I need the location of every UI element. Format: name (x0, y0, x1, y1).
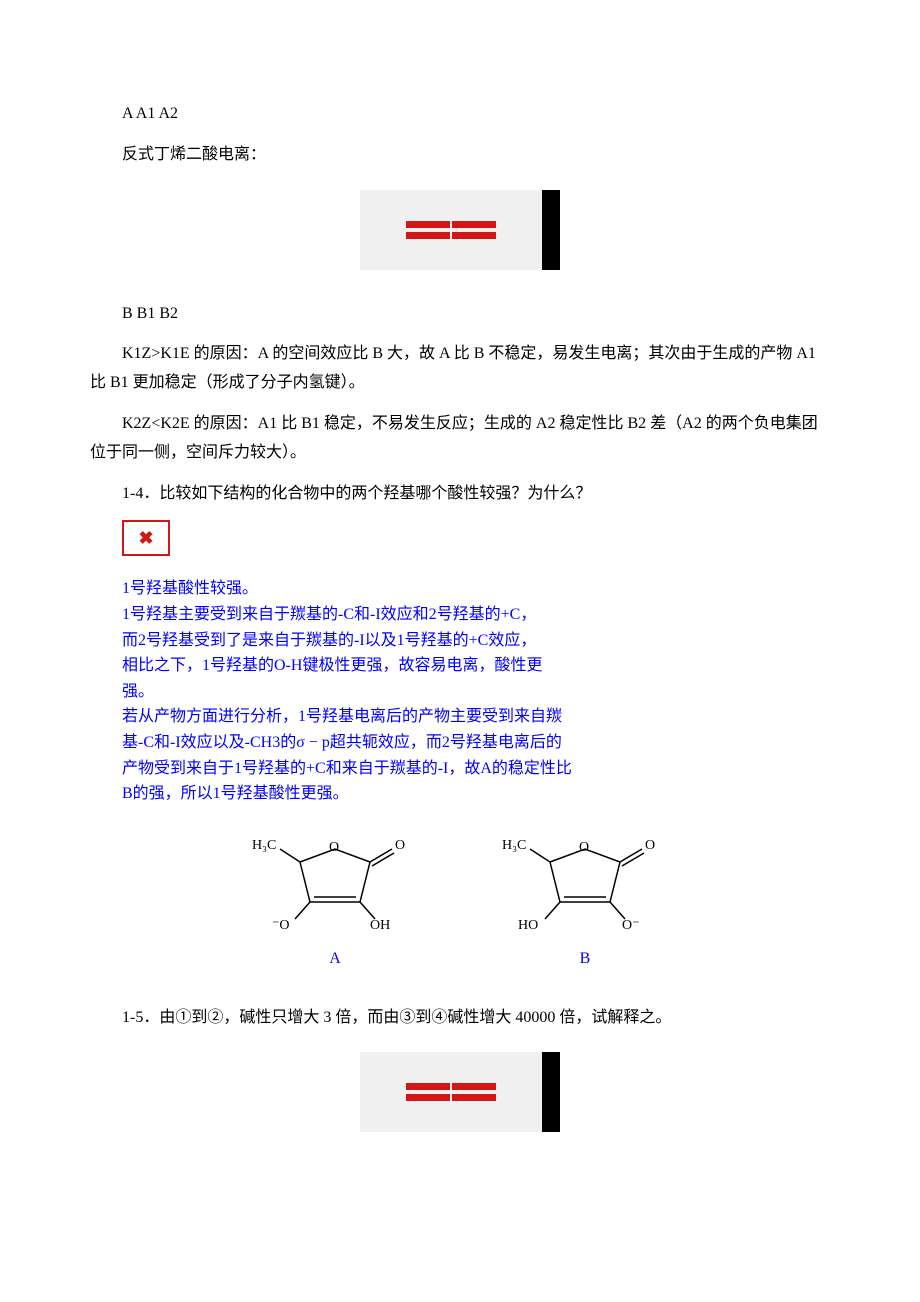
blue-line-4: 相比之下，1号羟基的O-H键极性更强，故容易电离，酸性更强。 (122, 653, 572, 704)
blue-line-2: 1号羟基主要受到来自于羰基的-C和-I效应和2号羟基的+C， (122, 602, 572, 628)
red-x-icon: ✖ (138, 522, 153, 554)
question-1-5: 1-5．由①到②，碱性只增大 3 倍，而由③到④碱性增大 40000 倍，试解释… (90, 1004, 830, 1033)
molecule-b-label: B (500, 945, 670, 974)
mol-a-o-carbonyl: O (395, 838, 405, 853)
molecule-structures: H₃C O O ⁻O OH A H₃C O O (90, 827, 830, 974)
blue-line-5: 若从产物方面进行分析，1号羟基电离后的产物主要受到来自羰基-C和-I效应以及-C… (122, 704, 572, 806)
mol-b-oneg: O⁻ (622, 918, 640, 933)
text-trans-butendioic: 反式丁烯二酸电离： (90, 141, 830, 170)
mol-b-o-carbonyl: O (645, 838, 655, 853)
molecule-b-svg: H₃C O O HO O⁻ (500, 827, 670, 937)
mol-b-h3c: H₃C (502, 838, 526, 853)
mol-a-oh: OH (370, 918, 390, 933)
mol-b-o-ring: O (579, 840, 589, 855)
text-a-a1-a2: A A1 A2 (90, 100, 830, 129)
broken-image-placeholder-1 (360, 190, 560, 270)
molecule-b-wrap: H₃C O O HO O⁻ B (500, 827, 670, 974)
blue-line-1: 1号羟基酸性较强。 (122, 576, 572, 602)
question-1-4: 1-4．比较如下结构的化合物中的两个羟基哪个酸性较强？为什么？ (90, 480, 830, 509)
molecule-a-svg: H₃C O O ⁻O OH (250, 827, 420, 937)
para-k2z-k2e: K2Z<K2E 的原因：A1 比 B1 稳定，不易发生反应；生成的 A2 稳定性… (90, 410, 830, 468)
mol-a-h3c: H₃C (252, 838, 276, 853)
text-b-b1-b2: B B1 B2 (90, 300, 830, 329)
para-k1z-k1e: K1Z>K1E 的原因：A 的空间效应比 B 大，故 A 比 B 不稳定，易发生… (90, 340, 830, 398)
broken-image-icon (406, 221, 496, 239)
mol-b-ho: HO (518, 918, 538, 933)
broken-image-icon-2 (406, 1083, 496, 1101)
blue-line-3: 而2号羟基受到了是来自于羰基的-I以及1号羟基的+C效应， (122, 628, 572, 654)
molecule-a-label: A (250, 945, 420, 974)
broken-image-small: ✖ (122, 520, 170, 556)
mol-a-oneg: ⁻O (272, 918, 290, 933)
blue-answer-text: 1号羟基酸性较强。 1号羟基主要受到来自于羰基的-C和-I效应和2号羟基的+C，… (122, 576, 572, 806)
broken-image-placeholder-2 (360, 1052, 560, 1132)
molecule-a-wrap: H₃C O O ⁻O OH A (250, 827, 420, 974)
mol-a-o-ring: O (329, 840, 339, 855)
